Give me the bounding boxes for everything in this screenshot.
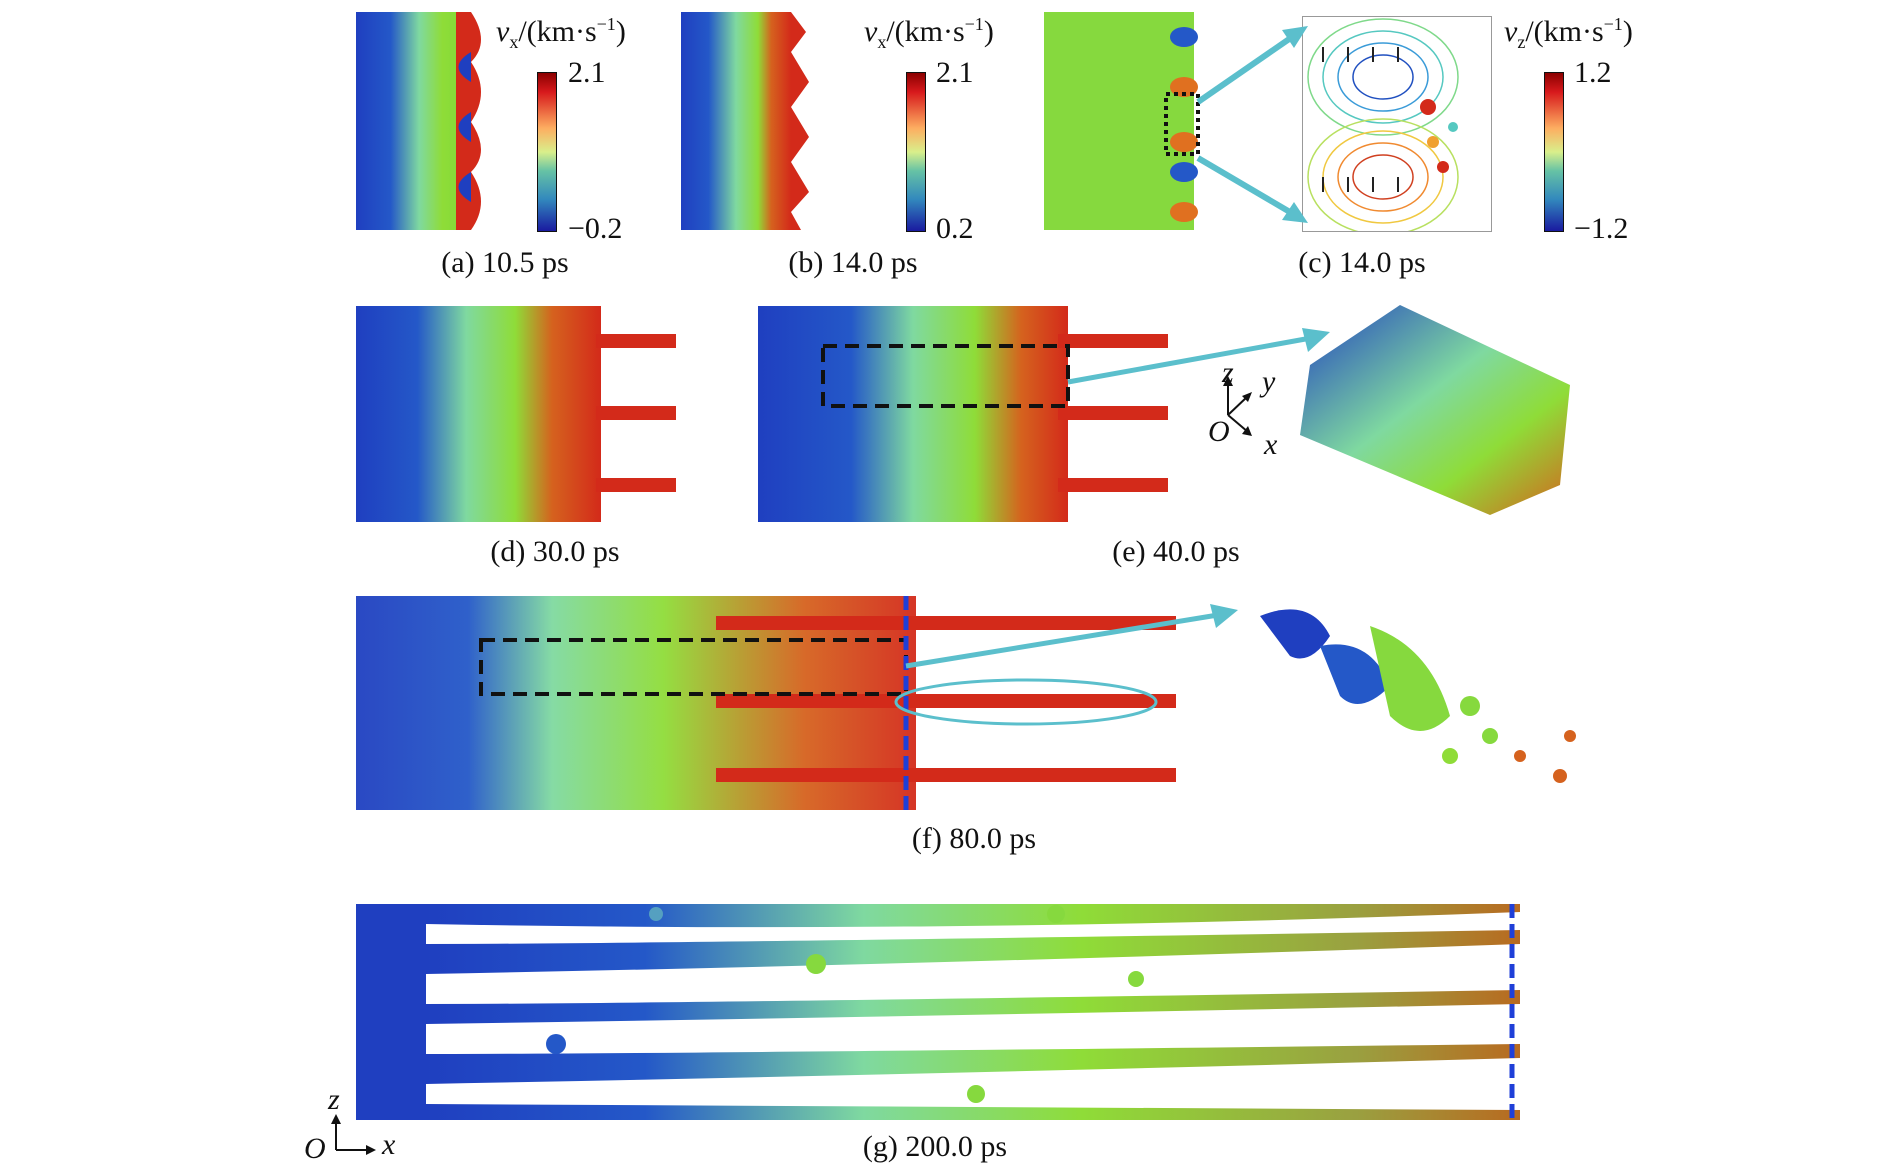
panel-d-label: (d) 30.0 ps — [490, 535, 620, 568]
zoom-arrow-e — [1067, 328, 1330, 385]
axis-3d-x: x — [1264, 428, 1278, 461]
colorbar-c — [1544, 72, 1564, 232]
panel-e-label: (e) 40.0 ps — [1112, 535, 1240, 568]
colorbar-b — [906, 72, 926, 232]
panel-b-image — [681, 12, 811, 230]
axis-2d-x: x — [382, 1128, 396, 1161]
panel-f-label: (f) 80.0 ps — [911, 822, 1037, 855]
axes-2d-icon — [331, 1114, 376, 1155]
panel-c-label: (c) 14.0 ps — [1298, 246, 1426, 279]
panel-f-zoom — [1250, 596, 1600, 796]
axis-3d-y: y — [1262, 365, 1276, 398]
axis-2d-z: z — [328, 1083, 340, 1116]
panel-a-label: (a) 10.5 ps — [441, 246, 569, 279]
panel-b-label: (b) 14.0 ps — [788, 246, 918, 279]
colorbar-b-max: 2.1 — [936, 56, 974, 89]
axis-3d-origin: O — [1208, 415, 1230, 448]
panel-c-image — [1044, 12, 1204, 230]
colorbar-c-title: vz/(km·s−1) — [1504, 14, 1633, 52]
axes-3d-icon — [1223, 376, 1252, 436]
colorbar-a-title: vx/(km·s−1) — [496, 14, 626, 52]
panel-g-image — [356, 904, 1520, 1120]
panel-c-zoom — [1302, 16, 1492, 232]
zoom-arrows-c — [1196, 26, 1308, 223]
colorbar-b-min: 0.2 — [936, 212, 974, 245]
axis-2d-origin: O — [304, 1132, 326, 1165]
colorbar-a — [537, 72, 557, 232]
axis-3d-z: z — [1222, 356, 1234, 389]
zoom-arrow-f — [905, 604, 1238, 669]
panel-f-image — [356, 596, 1212, 810]
panel-a-image — [356, 12, 486, 230]
colorbar-c-max: 1.2 — [1574, 56, 1612, 89]
panel-g-label: (g) 200.0 ps — [862, 1130, 1008, 1163]
panel-e-zoom — [1290, 305, 1590, 520]
colorbar-b-title: vx/(km·s−1) — [864, 14, 994, 52]
colorbar-c-min: −1.2 — [1574, 212, 1629, 245]
panel-d-image — [356, 306, 696, 522]
colorbar-a-max: 2.1 — [568, 56, 606, 89]
panel-e-image — [758, 306, 1188, 522]
colorbar-a-min: −0.2 — [568, 212, 623, 245]
